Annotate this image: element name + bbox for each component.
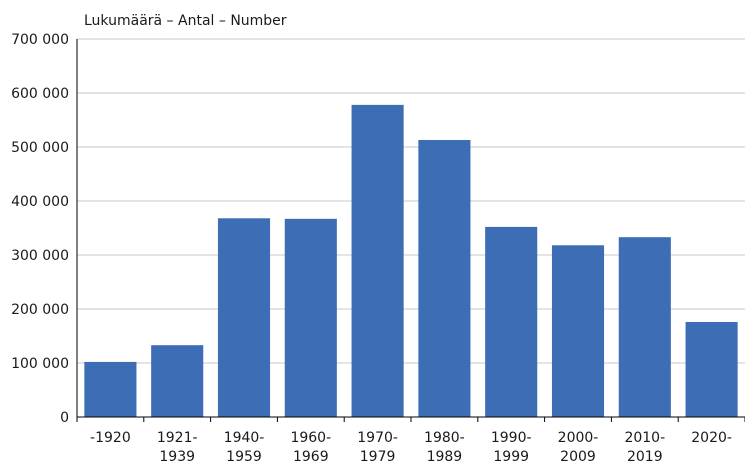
bar [485,226,538,417]
bar [551,245,605,417]
x-tick-label: 1921- [157,430,198,446]
bar [351,104,404,417]
y-tick-labels: 0 100 000 200 000 300 000 400 000 500 000 600 … [11,32,69,426]
y-axis-title: Lukumäärä – Antal – Number [84,13,287,29]
x-tick-label: 1979 [360,449,396,465]
x-tick-label: 2010- [624,430,665,446]
bar [685,321,738,417]
bars [84,104,738,418]
y-tick-label: 0 [60,410,69,426]
x-tick-label: -1920 [90,430,131,446]
x-tick-label: 1999 [493,449,529,465]
x-tick-label: 1980- [424,430,465,446]
x-tick-label: 1970- [357,430,398,446]
y-tick-label: 200 000 [11,302,69,318]
x-tick-label: 2020- [691,430,732,446]
bar [618,237,671,417]
y-tick-label: 300 000 [11,248,69,264]
x-tick-label: 1990- [491,430,532,446]
bar [84,361,137,417]
axes [76,39,745,422]
bar [217,218,271,417]
x-tick-labels: -1920 1921- 1939 1940- 1959 1960- 1969 1970- 197… [90,430,732,465]
x-tick-label: 1969 [293,449,329,465]
y-tick-label: 400 000 [11,194,69,210]
y-tick-label: 700 000 [11,32,69,48]
y-tick-label: 600 000 [11,86,69,102]
x-tick-label: 1960- [290,430,331,446]
y-tick-label: 500 000 [11,140,69,156]
x-tick-label: 1989 [427,449,463,465]
x-tick-label: 2009 [560,449,596,465]
x-tick-label: 1940- [224,430,265,446]
grid-layer [77,38,745,364]
x-tick-label: 2019 [627,449,663,465]
bar [418,139,471,418]
bar [151,345,204,417]
x-tick-label: 1939 [159,449,195,465]
x-tick-label: 1959 [226,449,262,465]
x-tick-label: 2000- [558,430,599,446]
bar [284,218,337,417]
y-tick-label: 100 000 [11,356,69,372]
